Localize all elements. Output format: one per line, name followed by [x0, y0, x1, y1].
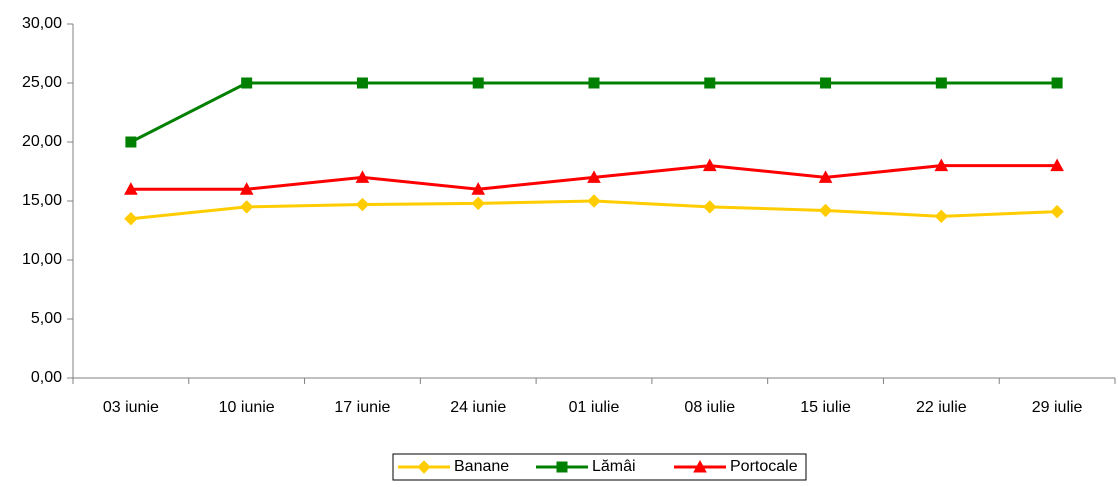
legend-marker [417, 460, 431, 474]
data-point [818, 170, 833, 183]
legend-marker [556, 461, 568, 473]
data-point [471, 182, 486, 195]
data-point [1050, 158, 1064, 172]
series-line [130, 81, 1058, 144]
legend-label: Lămâi [592, 458, 636, 475]
x-tick-label: 10 iunie [219, 399, 275, 416]
data-point [587, 194, 601, 208]
y-tick-label: 20,00 [22, 133, 62, 150]
legend [392, 453, 807, 481]
data-point [125, 136, 137, 148]
data-point [355, 197, 370, 212]
y-tick-label: 10,00 [22, 251, 62, 268]
data-point [935, 77, 947, 89]
x-tick-label: 24 iunie [450, 399, 506, 416]
legend-marker [693, 459, 707, 473]
data-point [239, 182, 254, 195]
y-tick-label: 25,00 [22, 74, 62, 91]
data-point [587, 170, 601, 183]
data-point [934, 209, 949, 224]
legend-label: Portocale [730, 458, 798, 475]
y-tick-label: 5,00 [31, 310, 62, 327]
y-tick-label: 30,00 [22, 15, 62, 32]
data-point [355, 170, 370, 183]
data-point [704, 77, 716, 89]
data-point [472, 77, 484, 89]
data-point [820, 77, 832, 89]
x-tick-label: 22 iulie [916, 399, 967, 416]
y-tick-label: 15,00 [22, 192, 62, 209]
x-tick-label: 08 iulie [684, 399, 735, 416]
data-point [588, 77, 600, 89]
x-tick-label: 15 iulie [800, 399, 851, 416]
y-tick-label: 0,00 [31, 369, 62, 386]
data-point [1050, 204, 1064, 219]
data-point [818, 203, 833, 218]
x-tick-label: 29 iulie [1032, 399, 1083, 416]
data-point [124, 182, 138, 195]
data-point [703, 200, 717, 214]
x-tick-label: 17 iunie [334, 399, 390, 416]
data-point [934, 158, 949, 172]
data-point [241, 77, 253, 89]
data-point [471, 196, 485, 211]
data-point [239, 200, 254, 214]
x-tick-label: 03 iunie [103, 399, 159, 416]
data-point [124, 211, 138, 226]
legend-label: Banane [454, 458, 509, 475]
data-point [356, 77, 368, 89]
data-point [1051, 77, 1063, 89]
data-point [702, 158, 717, 172]
x-tick-label: 01 iulie [569, 399, 620, 416]
